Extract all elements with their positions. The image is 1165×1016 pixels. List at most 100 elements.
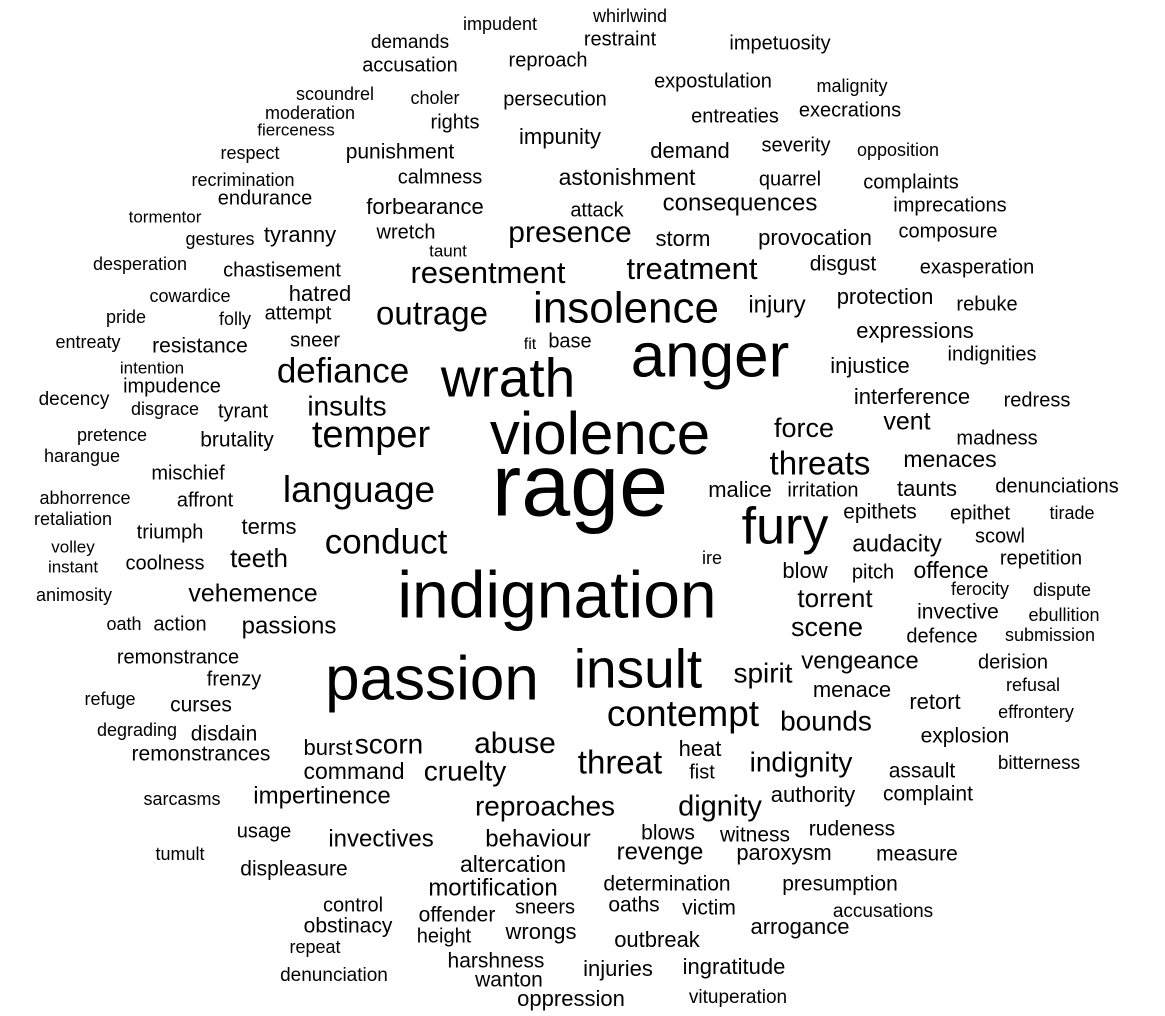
word: force — [774, 413, 834, 443]
word: punishment — [346, 141, 455, 164]
word: submission — [1005, 625, 1095, 645]
word: explosion — [921, 725, 1010, 748]
word: restraint — [584, 28, 657, 50]
word: gestures — [185, 229, 254, 249]
word: desperation — [93, 254, 187, 274]
word: accusations — [833, 901, 933, 922]
word: ingratitude — [683, 954, 786, 979]
word: ire — [702, 548, 722, 568]
word: indignities — [948, 343, 1037, 365]
word: presumption — [782, 873, 898, 896]
word: vent — [883, 408, 930, 436]
word: animosity — [36, 585, 112, 605]
word: passions — [242, 612, 337, 639]
word: decency — [39, 389, 110, 410]
word: impunity — [519, 124, 601, 149]
word: usage — [237, 820, 292, 842]
word: derision — [978, 651, 1048, 673]
word: spirit — [733, 657, 792, 688]
word: defiance — [277, 351, 409, 390]
word: denunciation — [280, 965, 388, 986]
word: taunts — [897, 476, 957, 501]
word: volley — [51, 537, 95, 556]
word: threats — [770, 445, 871, 482]
word: blow — [782, 558, 827, 583]
word: refusal — [1006, 675, 1060, 695]
word: severity — [762, 134, 831, 156]
word: rights — [431, 111, 480, 133]
word: violence — [490, 400, 710, 467]
word: behaviour — [485, 825, 590, 852]
word: scene — [791, 612, 863, 642]
word: terms — [242, 514, 297, 539]
word: brutality — [200, 429, 274, 452]
word: mischief — [151, 462, 225, 484]
word: tirade — [1049, 503, 1094, 523]
word: passion — [325, 644, 539, 713]
word: provocation — [758, 225, 872, 250]
word: triumph — [137, 521, 204, 543]
word: folly — [219, 309, 251, 329]
word: execrations — [799, 99, 901, 121]
word: bounds — [780, 705, 872, 736]
word: endurance — [218, 187, 313, 209]
word: revenge — [617, 838, 704, 865]
word: remonstrances — [132, 743, 271, 766]
word: ferocity — [951, 579, 1009, 599]
word: malice — [708, 477, 772, 502]
word: expressions — [856, 318, 973, 343]
word: assault — [889, 760, 956, 783]
word: moderation — [265, 103, 355, 123]
word: accusation — [362, 54, 458, 76]
word: expostulation — [654, 70, 772, 92]
word: command — [304, 758, 405, 784]
word: bitterness — [998, 753, 1080, 774]
word: injury — [748, 291, 805, 318]
word: presence — [508, 216, 631, 249]
word: wretch — [376, 221, 436, 243]
word: taunt — [429, 241, 467, 260]
word: forbearance — [366, 194, 483, 219]
word: cruelty — [424, 755, 506, 786]
word: fist — [689, 761, 715, 783]
word: witness — [719, 824, 790, 847]
word: complaints — [863, 171, 959, 193]
word: authority — [771, 782, 855, 807]
word: wanton — [474, 969, 543, 992]
word: outrage — [376, 295, 488, 332]
word: language — [283, 469, 435, 510]
word: menace — [813, 677, 891, 702]
word: fit — [524, 336, 537, 353]
word: exasperation — [920, 256, 1035, 278]
word: redress — [1004, 389, 1071, 411]
word: ebullition — [1028, 605, 1099, 625]
word: control — [323, 894, 383, 916]
word: torrent — [797, 583, 873, 613]
word: injustice — [830, 353, 909, 378]
word: quarrel — [759, 168, 821, 190]
word: madness — [956, 427, 1037, 449]
word: anger — [631, 321, 790, 390]
word: offender — [419, 904, 496, 927]
word: paroxysm — [736, 840, 831, 865]
word: rage — [492, 435, 668, 534]
word: rebuke — [956, 293, 1017, 315]
word: fierceness — [257, 120, 334, 139]
word: treatment — [627, 251, 758, 286]
word: coolness — [126, 552, 205, 574]
word: offence — [913, 557, 988, 583]
word: tyranny — [264, 222, 336, 247]
word: heat — [679, 736, 722, 761]
word: menaces — [903, 446, 996, 472]
word: obstinacy — [304, 915, 393, 938]
word: protection — [837, 284, 934, 309]
word: conduct — [325, 522, 448, 561]
word: scoundrel — [296, 84, 374, 104]
word: resentment — [410, 255, 565, 290]
word: contempt — [607, 693, 760, 734]
word: cowardice — [149, 286, 230, 306]
word: fury — [742, 498, 829, 556]
word: reproach — [509, 49, 588, 71]
word: pitch — [852, 561, 894, 583]
word: composure — [899, 220, 998, 242]
